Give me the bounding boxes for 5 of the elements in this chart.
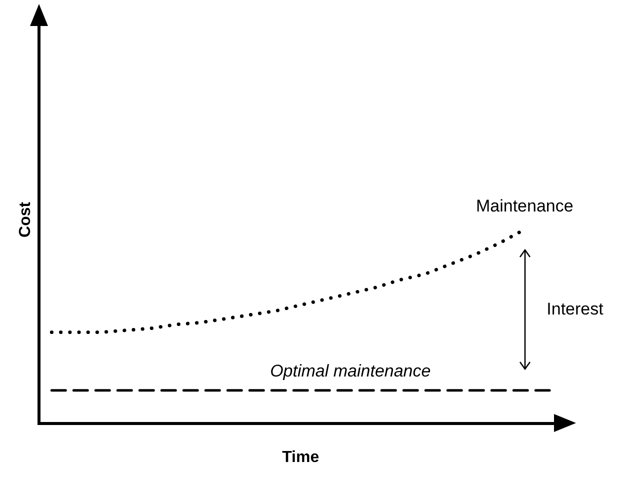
series-label: Optimal maintenance [270,362,431,381]
annotation: Interest [546,300,604,319]
y-axis-title: Cost [17,201,34,238]
series-label: Maintenance [476,196,574,216]
x-axis-title: Time [282,448,320,466]
